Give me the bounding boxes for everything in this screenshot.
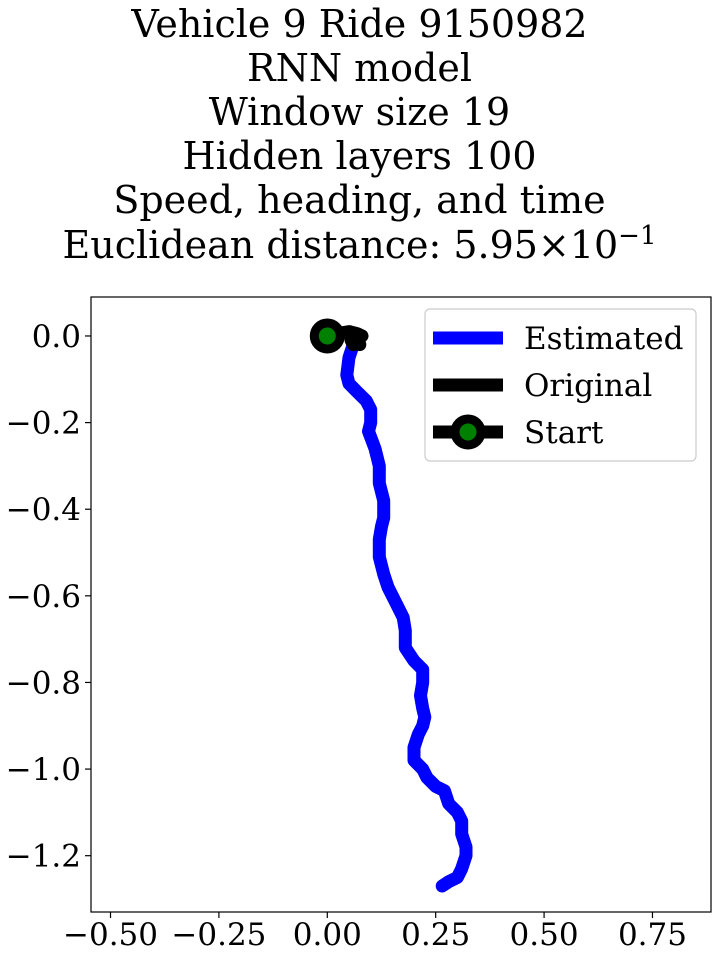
x-tick-label: 0.00: [293, 917, 362, 953]
legend-start-label: Start: [524, 415, 604, 451]
legend-start-marker: [450, 414, 486, 450]
x-tick-label: 0.25: [401, 917, 470, 953]
title-line-distance: Euclidean distance: 5.95×10−1: [0, 222, 719, 268]
plot-frame: [90, 296, 712, 913]
x-tick-label: −0.50: [63, 917, 158, 953]
legend-estimated-label: Estimated: [524, 321, 683, 357]
title-line-model: RNN model: [246, 46, 473, 90]
original-line: [320, 325, 369, 352]
x-tick-label: 0.75: [618, 917, 687, 953]
distance-base: 10: [569, 223, 619, 267]
estimated-line: [340, 338, 473, 893]
y-tick-label: −0.6: [6, 579, 81, 615]
y-tick-label: −0.2: [6, 406, 81, 442]
x-tick-label: 0.50: [510, 917, 579, 953]
legend-box: [424, 308, 697, 462]
y-tick-label: −0.4: [6, 492, 81, 528]
title-line-vehicle: Vehicle 9 Ride 9150982: [131, 2, 588, 46]
title-line-hidden: Hidden layers 100: [182, 134, 537, 178]
legend-original-label: Original: [524, 368, 652, 404]
y-tick-label: −0.8: [6, 665, 81, 701]
start-marker: [309, 318, 345, 354]
y-tick-label: −1.2: [6, 839, 81, 875]
title-line-features: Speed, heading, and time: [113, 178, 606, 222]
distance-prefix: Euclidean distance: 5.95: [62, 223, 538, 267]
distance-times: ×: [537, 223, 570, 267]
title-line-window: Window size 19: [208, 90, 511, 134]
y-tick-label: −1.0: [6, 752, 81, 788]
x-tick-label: −0.25: [171, 917, 266, 953]
chart-title: Vehicle 9 Ride 9150982 RNN model Window …: [0, 2, 719, 268]
y-tick-label: 0.0: [32, 319, 81, 355]
distance-exponent: −1: [618, 221, 657, 251]
